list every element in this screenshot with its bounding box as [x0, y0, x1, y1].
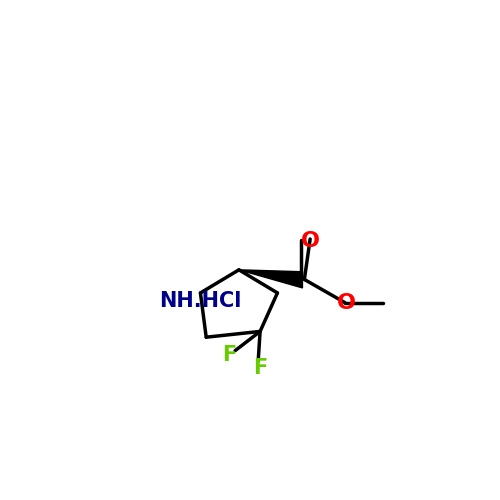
Text: F: F	[222, 344, 236, 364]
Text: F: F	[253, 358, 267, 378]
Text: NH.HCl: NH.HCl	[159, 291, 242, 311]
Polygon shape	[239, 270, 302, 288]
Text: O: O	[300, 232, 320, 252]
Text: O: O	[336, 292, 355, 312]
